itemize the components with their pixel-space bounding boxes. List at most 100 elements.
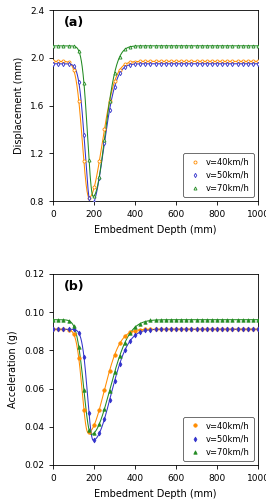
v=50km/h	[159, 326, 162, 332]
v=70km/h	[62, 43, 65, 49]
v=40km/h	[108, 98, 111, 104]
v=40km/h	[221, 326, 224, 332]
v=70km/h	[180, 43, 183, 49]
v=50km/h	[82, 354, 86, 360]
v=50km/h	[169, 326, 173, 332]
v=40km/h	[123, 334, 127, 340]
v=70km/h	[174, 316, 178, 322]
v=50km/h	[174, 61, 178, 67]
v=70km/h	[149, 318, 152, 324]
v=50km/h	[134, 332, 137, 338]
v=50km/h	[226, 326, 229, 332]
v=70km/h	[154, 317, 157, 323]
v=40km/h	[72, 67, 75, 73]
v=40km/h	[62, 326, 65, 332]
v=70km/h	[154, 43, 157, 49]
v=40km/h	[52, 58, 55, 64]
v=40km/h	[205, 58, 209, 64]
v=70km/h	[57, 43, 60, 49]
v=70km/h	[159, 317, 162, 323]
v=70km/h	[88, 157, 91, 163]
v=70km/h	[246, 316, 249, 322]
v=40km/h	[113, 78, 116, 84]
v=70km/h	[139, 43, 142, 49]
v=50km/h	[139, 61, 142, 67]
v=40km/h	[185, 58, 188, 64]
v=50km/h	[93, 198, 96, 204]
Line: v=50km/h: v=50km/h	[52, 62, 260, 203]
v=70km/h	[93, 430, 96, 436]
v=70km/h	[98, 421, 101, 427]
v=50km/h	[88, 195, 91, 201]
Legend: v=40km/h, v=50km/h, v=70km/h: v=40km/h, v=50km/h, v=70km/h	[183, 154, 254, 197]
v=70km/h	[118, 352, 121, 358]
v=40km/h	[241, 326, 244, 332]
v=50km/h	[205, 61, 209, 67]
v=70km/h	[210, 43, 214, 49]
v=40km/h	[231, 58, 234, 64]
v=50km/h	[180, 326, 183, 332]
v=50km/h	[185, 61, 188, 67]
v=50km/h	[215, 61, 219, 67]
Y-axis label: Acceleration (g): Acceleration (g)	[9, 330, 19, 408]
v=40km/h	[118, 340, 121, 346]
v=50km/h	[241, 326, 244, 332]
v=40km/h	[236, 326, 239, 332]
v=50km/h	[246, 61, 249, 67]
v=50km/h	[205, 326, 209, 332]
Line: v=40km/h: v=40km/h	[51, 328, 260, 434]
Line: v=70km/h: v=70km/h	[51, 318, 260, 434]
v=40km/h	[113, 352, 116, 358]
v=40km/h	[190, 58, 193, 64]
v=70km/h	[77, 48, 80, 54]
v=40km/h	[67, 326, 70, 332]
v=50km/h	[144, 61, 147, 67]
v=40km/h	[93, 184, 96, 190]
v=40km/h	[149, 326, 152, 332]
v=70km/h	[144, 318, 147, 324]
v=40km/h	[246, 326, 249, 332]
v=70km/h	[251, 316, 255, 322]
v=70km/h	[185, 43, 188, 49]
v=40km/h	[215, 58, 219, 64]
v=50km/h	[123, 347, 127, 353]
v=70km/h	[144, 43, 147, 49]
v=40km/h	[144, 58, 147, 64]
v=50km/h	[190, 61, 193, 67]
v=40km/h	[57, 58, 60, 64]
v=50km/h	[77, 79, 80, 85]
v=50km/h	[195, 326, 198, 332]
v=50km/h	[123, 64, 127, 70]
v=50km/h	[128, 62, 132, 68]
v=70km/h	[215, 316, 219, 322]
v=70km/h	[118, 54, 121, 60]
v=40km/h	[118, 67, 121, 73]
v=40km/h	[144, 326, 147, 332]
v=50km/h	[190, 326, 193, 332]
v=70km/h	[113, 369, 116, 375]
v=70km/h	[159, 43, 162, 49]
v=70km/h	[164, 43, 168, 49]
v=70km/h	[88, 427, 91, 433]
v=40km/h	[67, 60, 70, 66]
v=40km/h	[108, 368, 111, 374]
v=70km/h	[113, 70, 116, 75]
v=40km/h	[190, 326, 193, 332]
v=70km/h	[108, 388, 111, 394]
v=40km/h	[226, 326, 229, 332]
v=50km/h	[57, 61, 60, 67]
v=70km/h	[123, 46, 127, 52]
v=50km/h	[236, 61, 239, 67]
v=70km/h	[52, 316, 55, 322]
v=50km/h	[118, 360, 121, 366]
v=70km/h	[134, 43, 137, 49]
v=50km/h	[251, 61, 255, 67]
v=50km/h	[164, 326, 168, 332]
v=70km/h	[82, 80, 86, 86]
X-axis label: Embedment Depth (mm): Embedment Depth (mm)	[94, 488, 217, 498]
v=50km/h	[256, 61, 260, 67]
v=50km/h	[77, 330, 80, 336]
v=40km/h	[128, 60, 132, 66]
v=40km/h	[174, 326, 178, 332]
v=40km/h	[251, 58, 255, 64]
